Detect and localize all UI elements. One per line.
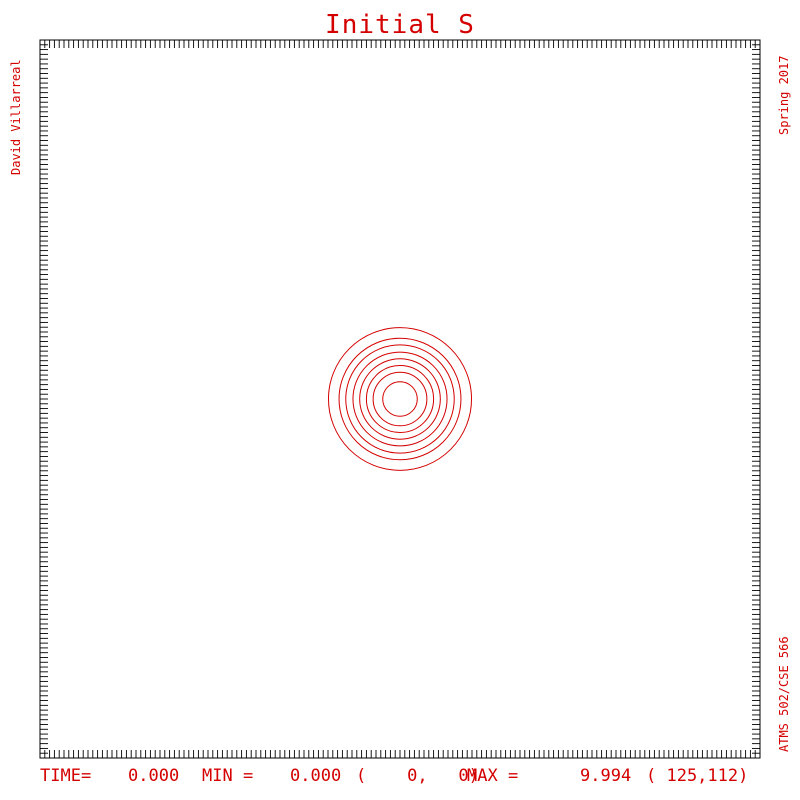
status-line: TIME= 0.000 MIN = 0.000 ( 0, 0)MAX = 9.994 ( 1… bbox=[40, 766, 748, 786]
contour-lines bbox=[327, 327, 473, 471]
contour-ring bbox=[372, 371, 428, 427]
min-location: ( 0, 0) bbox=[356, 766, 479, 786]
max-location: ( 125,112) bbox=[646, 766, 748, 786]
min-label: MIN = bbox=[202, 766, 253, 786]
max-value: 9.994 bbox=[580, 766, 631, 786]
contour-ring bbox=[359, 358, 441, 440]
contour-ring bbox=[382, 381, 418, 417]
term-label: Spring 2017 bbox=[777, 56, 791, 135]
min-value: 0.000 bbox=[290, 766, 341, 786]
contour-ring bbox=[338, 337, 462, 461]
contour-ring bbox=[327, 327, 473, 471]
contour-ring bbox=[365, 364, 435, 434]
chart-title: Initial S bbox=[325, 10, 475, 40]
contour-ring bbox=[352, 351, 448, 447]
max-label: MAX = bbox=[467, 766, 518, 786]
grid-ticks bbox=[39, 39, 761, 759]
time-value: 0.000 bbox=[128, 766, 179, 786]
course-label: ATMS 502/CSE 566 bbox=[777, 636, 791, 752]
contour-ring bbox=[345, 344, 455, 454]
author-label: David Villarreal bbox=[9, 59, 23, 175]
plot-frame bbox=[39, 39, 761, 759]
time-label: TIME= bbox=[40, 766, 91, 786]
